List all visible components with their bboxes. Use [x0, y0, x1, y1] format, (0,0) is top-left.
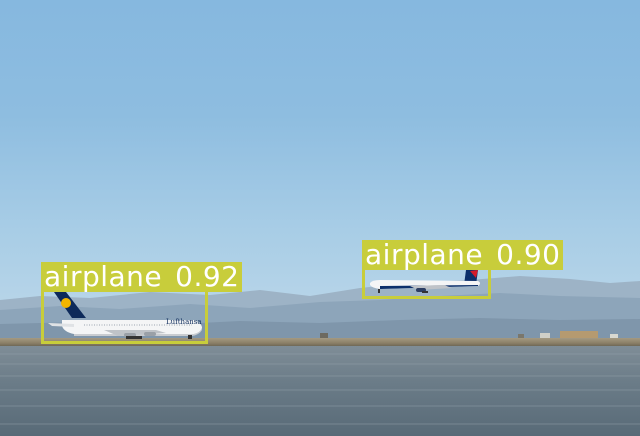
water-ripples: [0, 353, 640, 425]
detection-score: 0.90: [496, 238, 561, 271]
detection-class: airplane: [365, 238, 484, 271]
bay-water: [0, 346, 640, 436]
detection-score: 0.92: [175, 260, 240, 293]
detection-class: airplane: [44, 260, 163, 293]
detection-label-2: airplane 0.90: [362, 238, 564, 271]
detection-label-1: airplane 0.92: [41, 260, 243, 293]
airplane-a380: [48, 292, 202, 339]
airplane-delta: [370, 270, 480, 293]
airplane-livery-text: Lufthansa: [166, 318, 202, 326]
detection-box-2: [362, 267, 491, 299]
runway-strip: [0, 338, 640, 348]
detection-box-1: [41, 287, 208, 344]
